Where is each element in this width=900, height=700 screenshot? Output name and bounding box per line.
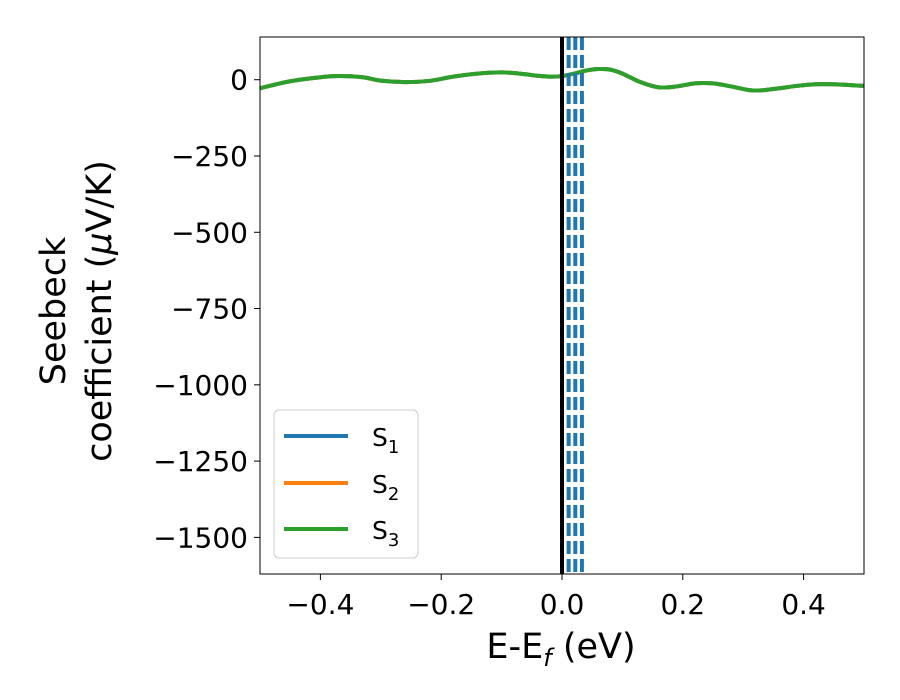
x-axis-title-unit: (eV) [552,627,636,667]
x-axis-title-main: E-E [486,627,543,667]
legend: S1 S2 S3 [273,409,419,559]
y-axis-title-post: V/K) [80,160,120,232]
y-axis-title-mu: μ [80,232,120,255]
y-tick-label: −1250 [153,445,248,478]
y-tick-label: −250 [171,140,248,173]
legend-label-s1: S1 [372,423,399,458]
y-axis-title-line1: Seebeck [34,236,74,385]
y-tick-label: 0 [230,64,248,97]
y-tick-label: −750 [171,293,248,326]
y-axis-title-pre: coefficient ( [80,255,120,462]
series-layer [259,66,865,93]
legend-label-s3: S3 [372,516,399,551]
x-tick-label: 0.4 [781,588,826,621]
reference-lines-layer [560,37,584,574]
x-tick-label: −0.4 [286,588,354,621]
x-axis-title: E-Ef (eV) [486,627,635,672]
legend-label-s2: S2 [372,470,399,505]
y-tick-label: −1500 [153,521,248,554]
x-tick-label: −0.2 [407,588,475,621]
y-tick-label: −1000 [153,369,248,402]
y-tick-label: −500 [171,216,248,249]
series-line-s3 [259,66,865,93]
y-axis-title-line2: coefficient (μV/K) [80,160,120,462]
x-tick-label: 0.0 [540,588,585,621]
ticks-layer: −0.4 −0.2 0.0 0.2 0.4 0 −250 −500 −750 −1000 −1250… [153,64,826,621]
x-tick-label: 0.2 [661,588,706,621]
